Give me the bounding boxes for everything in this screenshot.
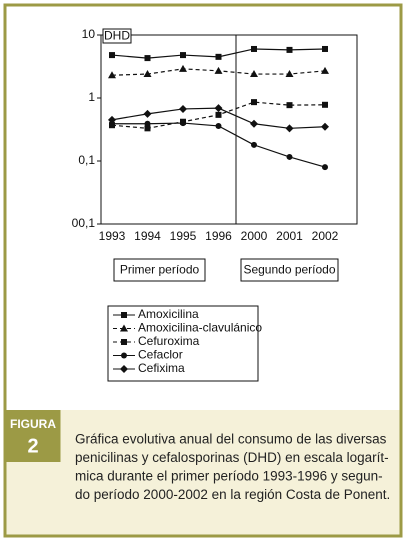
marker: [108, 115, 116, 124]
figure-badge: [6, 410, 61, 462]
marker: [143, 70, 152, 78]
marker: [322, 101, 328, 108]
marker: [322, 45, 328, 52]
marker: [285, 124, 294, 133]
marker: [121, 312, 127, 318]
marker: [121, 339, 127, 345]
legend-label: Amoxicilina-clavulánico: [138, 321, 262, 335]
figure-number: 2: [27, 435, 38, 457]
legend-label: Cefuroxima: [138, 334, 200, 348]
marker: [251, 141, 257, 148]
marker: [215, 111, 222, 118]
x-tick-label: 2000: [241, 229, 268, 243]
y-tick-label: 00,1: [72, 216, 96, 230]
marker: [214, 104, 223, 113]
marker: [120, 324, 128, 332]
y-axis-label: DHD: [104, 29, 130, 43]
marker: [108, 71, 116, 79]
marker: [144, 120, 151, 127]
marker: [120, 365, 128, 373]
marker: [286, 46, 293, 53]
caption-bg: [6, 410, 400, 535]
y-tick-label: 1: [88, 90, 95, 104]
marker: [285, 70, 294, 78]
marker: [179, 64, 187, 72]
period-label: Segundo período: [243, 263, 335, 277]
marker: [215, 53, 222, 60]
period-box: [240, 258, 339, 282]
x-tick-label: 2001: [276, 229, 303, 243]
legend-label: Cefaclor: [138, 348, 183, 362]
marker: [121, 352, 127, 359]
caption-line: Gráfica evolutiva anual del consumo de l…: [75, 432, 387, 447]
period-box: [113, 258, 206, 282]
x-tick-label: 1996: [205, 229, 232, 243]
marker: [214, 66, 223, 74]
marker: [143, 109, 152, 118]
marker: [250, 119, 258, 128]
plot-frame: [100, 34, 358, 225]
marker: [180, 120, 186, 127]
marker: [144, 125, 151, 132]
marker: [144, 55, 151, 62]
x-tick-label: 1995: [170, 229, 197, 243]
marker: [109, 52, 115, 59]
y-label-box: [102, 28, 132, 44]
y-tick-label: 0,1: [78, 153, 95, 167]
marker: [322, 164, 328, 171]
x-tick-label: 2002: [312, 229, 339, 243]
marker: [321, 66, 329, 74]
y-tick-label: 10: [82, 27, 96, 41]
legend-label: Cefixima: [138, 361, 185, 375]
caption-line: do período 2000-2002 en la región Costa …: [75, 487, 390, 502]
x-tick-label: 1994: [134, 229, 161, 243]
marker: [286, 102, 293, 109]
legend-label: Amoxicilina: [138, 307, 199, 321]
figure-label: FIGURA: [10, 417, 56, 431]
marker: [180, 52, 186, 59]
caption-line: penicilinas y cefalosporinas (DHD) en es…: [75, 450, 389, 465]
x-tick-label: 1993: [99, 229, 126, 243]
marker: [286, 153, 293, 160]
marker: [250, 70, 258, 78]
marker: [321, 122, 329, 131]
caption-line: mica durante el primer período 1993-1996…: [75, 469, 383, 484]
marker: [251, 99, 257, 106]
period-label: Primer período: [120, 263, 200, 277]
marker: [215, 122, 222, 129]
marker: [179, 104, 187, 113]
marker: [251, 45, 257, 52]
